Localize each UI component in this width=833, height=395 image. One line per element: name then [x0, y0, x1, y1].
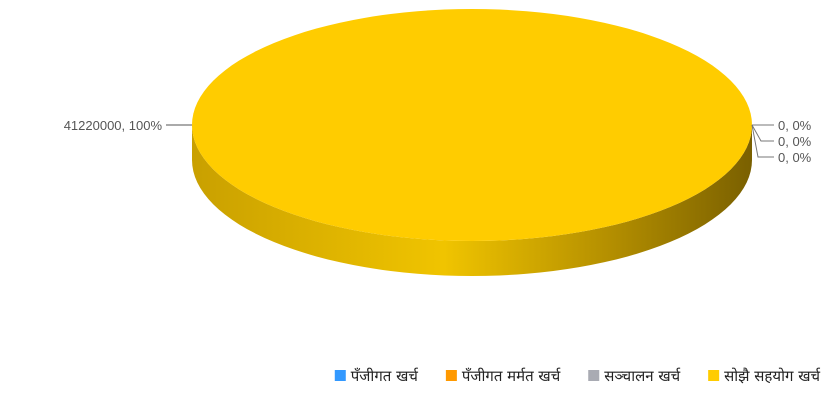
slice-2-data-label: 0, 0%: [778, 134, 812, 149]
legend-swatch: [708, 370, 720, 381]
slice-1-data-label: 0, 0%: [778, 118, 812, 133]
slice-3-leader: [751, 124, 774, 158]
legend-swatch: [334, 370, 346, 381]
legend-item-1[interactable]: पँजीगत खर्च: [334, 367, 419, 385]
data-labels-group: 41220000, 100% 0, 0%0, 0%0, 0%: [64, 118, 812, 165]
legend: पँजीगत खर्च पँजीगत मर्मत खर्च सञ्चालन खर्च…: [334, 367, 821, 385]
slice-3-data-label: 0, 0%: [778, 150, 812, 165]
legend-item-4[interactable]: सोझै सहयोग खर्च: [708, 367, 821, 385]
pie-side-group: [192, 125, 752, 276]
slice-2-leader: [751, 124, 774, 142]
legend-label: सञ्चालन खर्च: [604, 367, 681, 385]
pie-top-group: [192, 9, 752, 241]
slice-4-side: [192, 125, 752, 276]
legend-label: सोझै सहयोग खर्च: [724, 367, 821, 385]
legend-swatch: [588, 370, 600, 381]
legend-label: पँजीगत खर्च: [351, 367, 419, 385]
slice-4-top: [192, 9, 752, 241]
slice-4-data-label: 41220000, 100%: [64, 118, 163, 133]
legend-swatch: [445, 370, 457, 381]
legend-label: पँजीगत मर्मत खर्च: [462, 367, 561, 385]
legend-item-2[interactable]: पँजीगत मर्मत खर्च: [445, 367, 561, 385]
legend-item-3[interactable]: सञ्चालन खर्च: [588, 367, 681, 385]
